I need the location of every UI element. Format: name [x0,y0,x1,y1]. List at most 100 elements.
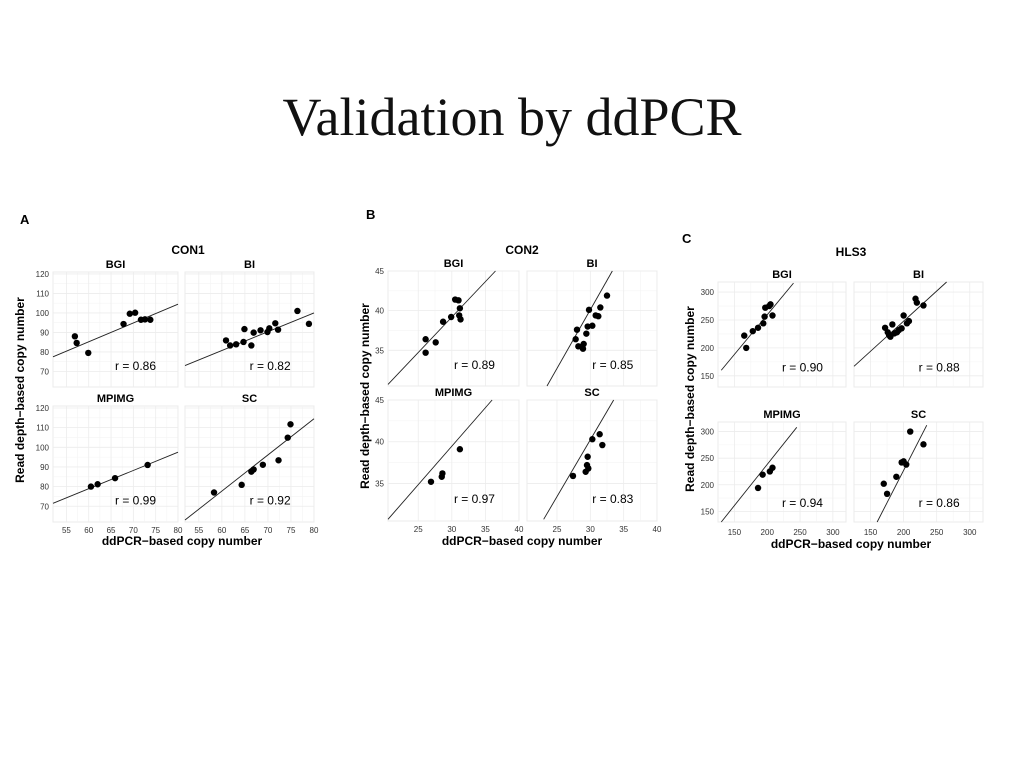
data-point [900,312,907,319]
panel-background [387,399,520,522]
panel-letter-C: C [682,231,692,246]
regression-line [184,312,315,366]
y-tick-label: 45 [375,396,384,405]
x-tick-label: 55 [194,526,203,535]
data-point [287,421,294,428]
data-point [893,473,900,480]
x-tick-label: 75 [287,526,296,535]
data-point [880,480,887,487]
y-tick-label: 90 [40,328,49,337]
facet-title: CON1 [171,243,205,257]
y-tick-label: 200 [701,481,715,490]
data-point [572,336,579,343]
data-point [743,344,750,352]
panel-name: MPIMG [435,387,472,399]
data-point [147,316,154,323]
data-point [456,305,464,312]
data-point [769,464,776,471]
x-tick-label: 40 [515,525,524,534]
data-point [144,461,151,469]
x-tick-label: 300 [826,528,840,537]
data-point [741,332,748,339]
data-point [266,325,273,332]
regression-line [387,399,493,520]
regression-line [853,281,947,367]
y-tick-label: 80 [40,483,49,492]
x-tick-label: 55 [62,526,71,535]
panel-letter-A: A [20,212,30,227]
data-point [94,481,101,488]
panel-name: BI [244,259,255,271]
y-tick-label: 45 [375,267,384,276]
panel-name: MPIMG [763,409,800,421]
data-point [457,316,464,323]
y-tick-label: 150 [701,372,715,381]
y-tick-label: 110 [36,424,49,433]
data-point [769,312,776,319]
y-tick-label: 100 [36,443,50,452]
data-point [903,461,910,468]
data-point [585,306,593,314]
data-point [250,329,257,336]
data-point [920,302,927,309]
y-axis-title: Read depth−based copy number [13,297,27,483]
data-point [603,292,611,299]
data-point [760,320,767,327]
panel-name: BGI [106,259,126,271]
regression-line [543,399,615,520]
panel-background [853,421,984,523]
y-axis-title: Read depth−based copy number [358,303,372,489]
x-tick-label: 70 [129,526,138,535]
panel-background [387,270,520,387]
data-point [111,474,119,482]
panel-background [526,399,658,522]
data-point [120,320,127,328]
x-tick-label: 30 [447,525,456,534]
x-tick-label: 65 [107,526,116,535]
data-point [599,441,606,449]
data-point [597,304,604,311]
data-point [907,428,914,435]
panel-letter-B: B [366,207,375,222]
panel-background [717,421,847,523]
panel-name: MPIMG [97,393,134,405]
data-point [257,327,264,334]
correlation-label: r = 0.89 [454,358,495,372]
panel-name: BI [587,258,598,270]
data-point [889,321,896,328]
data-point [87,483,95,490]
y-tick-label: 150 [701,507,715,516]
x-tick-label: 80 [310,526,319,535]
data-point [131,309,139,316]
regression-line [52,303,179,358]
panel-name: SC [911,409,926,421]
y-tick-label: 40 [375,438,384,447]
y-tick-label: 100 [36,309,50,318]
data-point [596,431,603,438]
data-point [759,471,766,478]
data-point [455,297,462,304]
data-point [232,341,240,348]
x-tick-label: 150 [728,528,742,537]
panel-name: BGI [444,258,464,270]
data-point [439,470,446,477]
data-point [447,313,455,321]
data-point [589,322,596,329]
data-point [85,349,92,357]
data-point [754,324,762,331]
data-point [920,441,927,448]
panel-background [184,271,315,388]
data-point [913,299,921,306]
data-point [272,320,279,327]
data-point [141,316,149,323]
data-point [432,339,439,346]
data-point [898,325,905,332]
panel-name: BI [913,269,924,281]
x-tick-label: 75 [151,526,160,535]
data-point [240,338,247,346]
data-point [305,320,313,328]
panel-name: SC [242,393,257,405]
data-point [754,484,762,492]
data-point [595,313,602,320]
